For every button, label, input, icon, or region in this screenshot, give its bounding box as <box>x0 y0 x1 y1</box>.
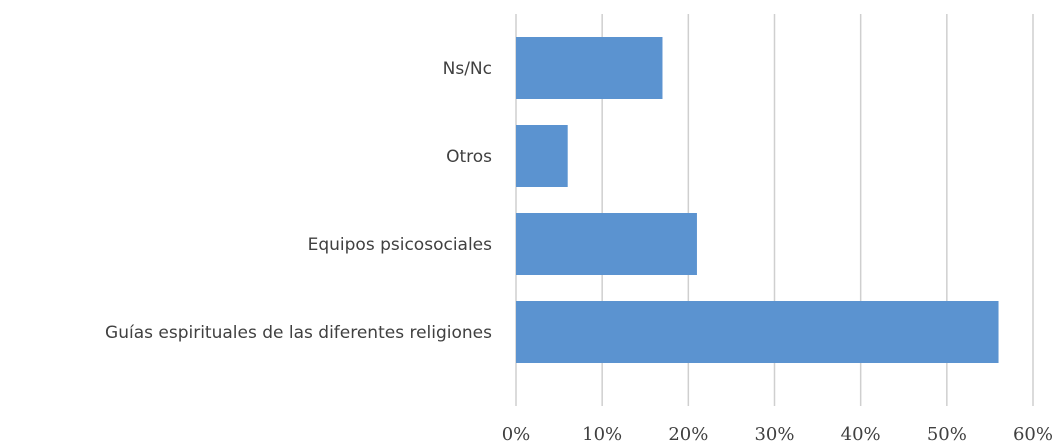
category-labels: Ns/Nc Otros Equipos psicosociales Guías esp… <box>105 59 492 343</box>
x-tick-label: 20% <box>668 424 708 444</box>
bar <box>516 213 697 275</box>
x-tick-label: 60% <box>1013 424 1053 444</box>
bar <box>516 125 568 187</box>
x-tick-label: 10% <box>582 424 622 444</box>
bar <box>516 301 999 363</box>
category-label: Guías espirituales de las diferentes rel… <box>105 323 492 343</box>
category-label: Equipos psicosociales <box>308 235 493 255</box>
bar <box>516 37 663 99</box>
x-tick-label: 50% <box>927 424 967 444</box>
x-tick-label: 0% <box>502 424 531 444</box>
x-tick-labels: 0% 10% 20% 30% 40% 50% 60% <box>502 424 1053 444</box>
x-tick-label: 30% <box>754 424 794 444</box>
category-label: Ns/Nc <box>443 59 492 79</box>
category-label: Otros <box>446 147 492 167</box>
x-tick-label: 40% <box>841 424 881 444</box>
bars <box>516 37 999 363</box>
